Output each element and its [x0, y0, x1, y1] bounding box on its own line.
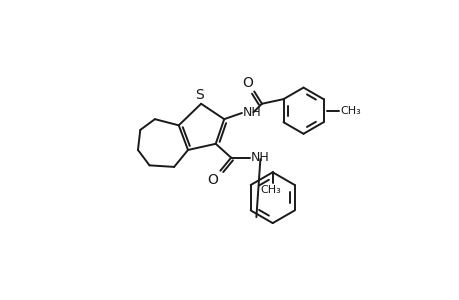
Text: NH: NH [251, 151, 269, 164]
Text: S: S [195, 88, 203, 102]
Text: O: O [207, 173, 218, 187]
Text: O: O [241, 76, 252, 90]
Text: CH₃: CH₃ [259, 184, 280, 195]
Text: CH₃: CH₃ [340, 106, 360, 116]
Text: NH: NH [242, 106, 261, 119]
